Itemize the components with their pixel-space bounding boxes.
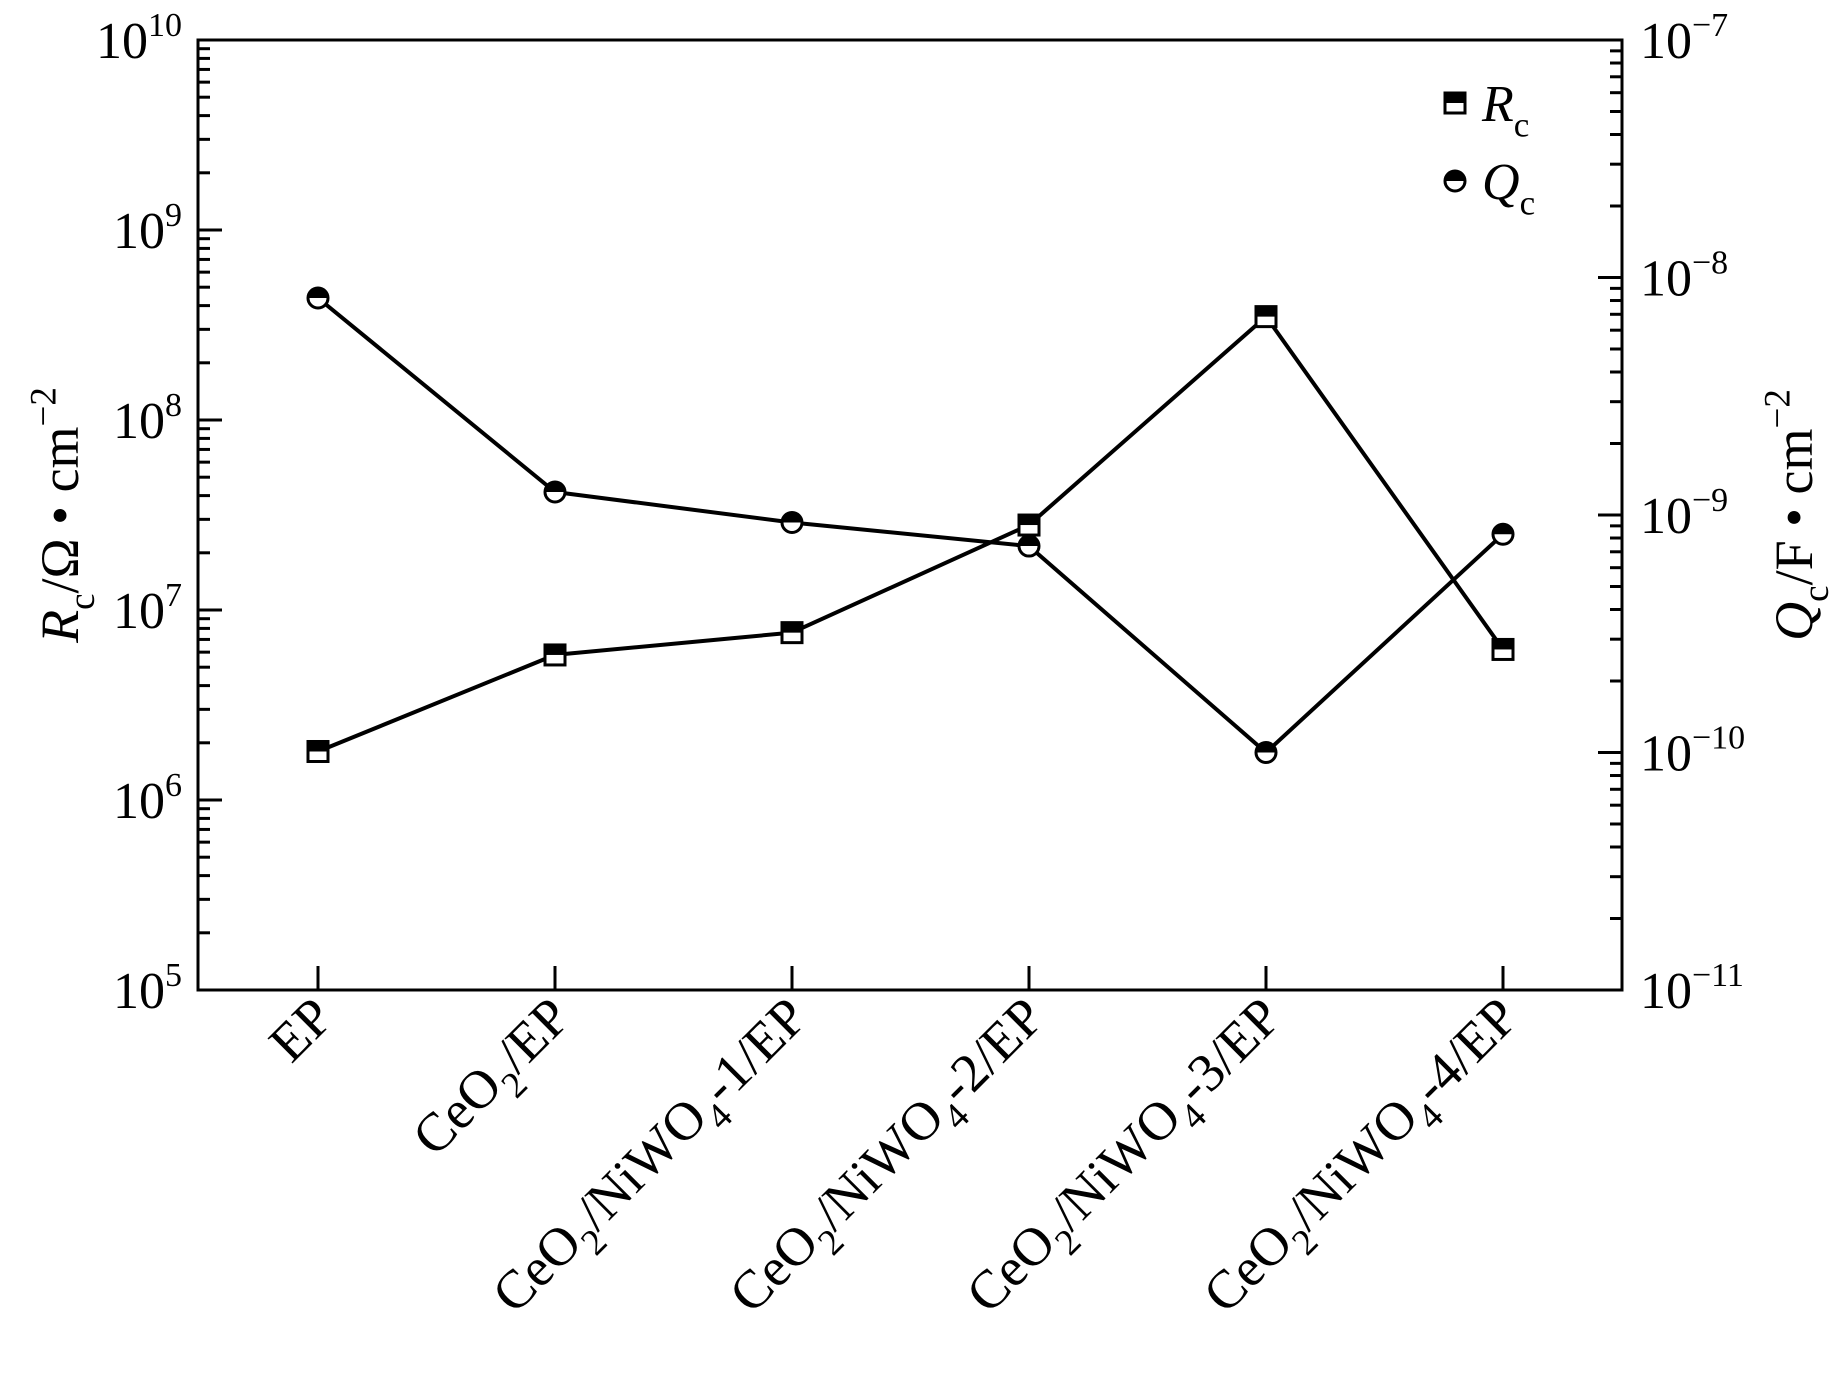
rc-marker-fill (545, 644, 565, 655)
left-tick-label: 105 (113, 957, 182, 1020)
right-axis-title: Qc/F • cm−2 (1757, 389, 1834, 641)
qc-marker-fill (1256, 742, 1276, 753)
x-category-label: EP (257, 986, 344, 1073)
qc-data-point (780, 510, 804, 534)
qc-data-point (1491, 522, 1515, 546)
qc-marker-fill (308, 287, 328, 298)
left-tick-label: 106 (113, 767, 182, 830)
qc-marker-fill (1445, 171, 1465, 181)
legend-label: Rc (1481, 76, 1529, 145)
rc-data-point (1491, 637, 1515, 661)
legend-label: Qc (1482, 154, 1535, 223)
right-tick-label: 10−11 (1640, 957, 1744, 1020)
rc-marker-fill (1493, 639, 1513, 650)
qc-data-point (543, 480, 567, 504)
qc-marker-fill (1019, 536, 1039, 547)
rc-data-point (1017, 513, 1041, 537)
right-tick-label: 10−10 (1640, 720, 1745, 783)
qc-data-point (306, 286, 330, 310)
rc-data-point (1443, 91, 1467, 115)
rc-marker-fill (782, 622, 802, 633)
chart-series (306, 286, 1515, 764)
rc-marker-fill (1445, 93, 1465, 103)
rc-series-line (317, 314, 1505, 754)
left-tick-label: 108 (113, 387, 182, 450)
rc-data-point (780, 621, 804, 645)
legend-item-rc: Rc (1443, 76, 1529, 145)
rc-data-point (1254, 305, 1278, 329)
qc-marker-fill (1493, 524, 1513, 535)
right-tick-label: 10−7 (1640, 7, 1728, 70)
left-tick-label: 107 (113, 577, 182, 640)
rc-marker-fill (1256, 306, 1276, 317)
left-tick-label: 1010 (96, 7, 182, 70)
qc-data-point (1254, 741, 1278, 764)
rc-marker-fill (308, 741, 328, 752)
chart-axes: 105 106 107 108 109 1010 10−11 10−10 10−9 10−8 10−… (23, 7, 1834, 1324)
chart-legend: Rc Qc (1443, 76, 1535, 223)
qc-data-point (1443, 169, 1467, 193)
qc-marker-fill (545, 481, 565, 492)
rc-data-point (306, 739, 330, 763)
rc-data-point (543, 643, 567, 667)
qc-marker-fill (782, 512, 802, 523)
x-category-label: CeO2/EP (401, 986, 591, 1176)
left-tick-label: 109 (113, 197, 182, 260)
left-axis-title: Rc/Ω • cm−2 (23, 387, 103, 644)
rc-marker-fill (1019, 515, 1039, 526)
legend-item-qc: Qc (1443, 154, 1535, 223)
qc-series-line (316, 296, 1505, 755)
qc-data-point (1017, 534, 1041, 558)
right-tick-label: 10−8 (1640, 245, 1728, 308)
right-tick-label: 10−9 (1640, 482, 1728, 545)
